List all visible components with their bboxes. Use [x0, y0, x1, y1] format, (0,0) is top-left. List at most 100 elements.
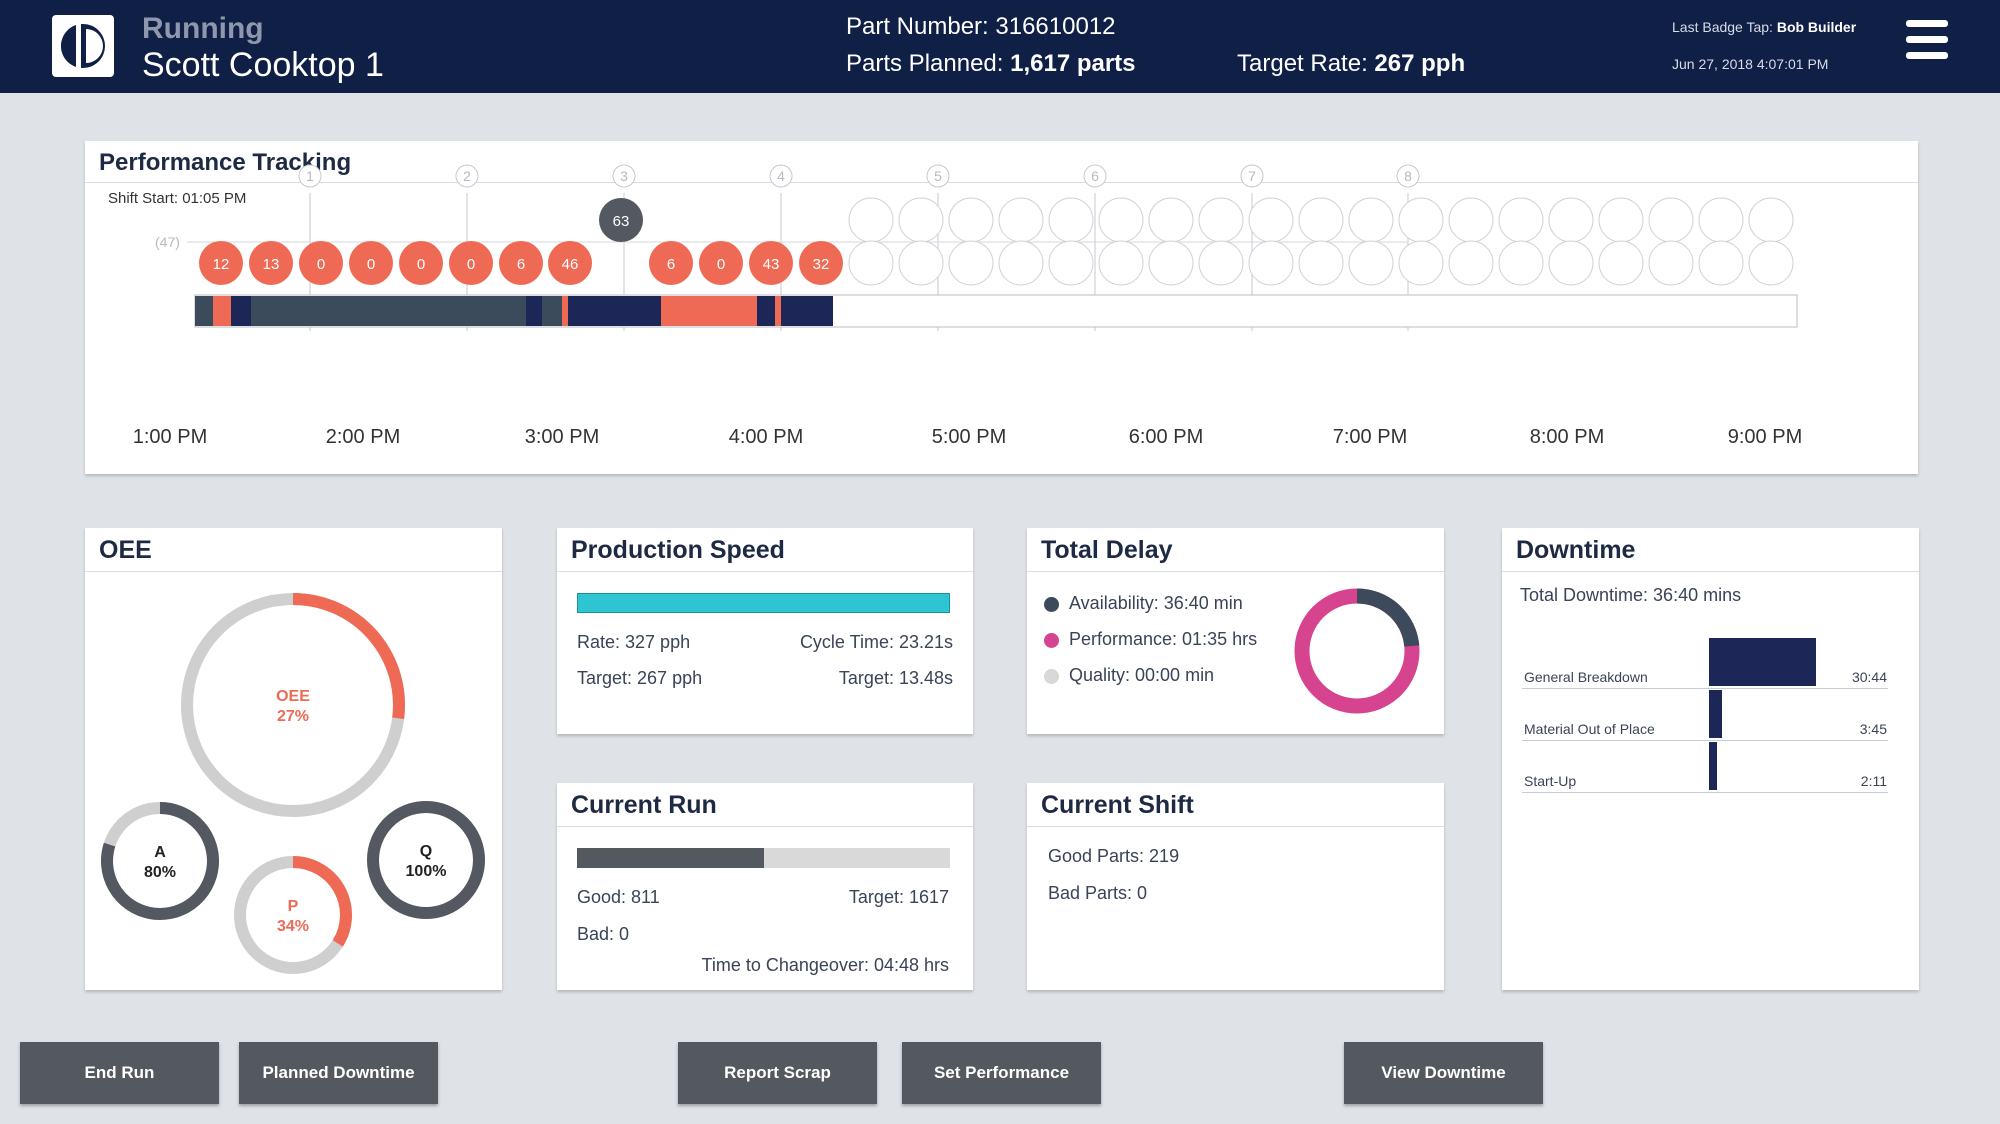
empty-bubble [998, 240, 1044, 286]
time-axis-label: 8:00 PM [1530, 426, 1604, 448]
timeline-segment [661, 296, 757, 326]
downtime-row-label: Start-Up [1524, 773, 1577, 789]
oee-quality-fill [367, 801, 485, 919]
empty-bubble [1748, 240, 1794, 286]
empty-bubble [1148, 197, 1194, 243]
empty-bubble [898, 197, 944, 243]
oee-title: OEE [99, 536, 152, 564]
hour-marker [298, 164, 322, 188]
time-axis-label: 2:00 PM [326, 426, 400, 448]
hourly-count-bubble [399, 241, 443, 285]
downtime-row-value: 30:44 [1851, 669, 1887, 685]
hourly-count-bubble [749, 241, 793, 285]
speed-target-rate: Target: 267 pph [577, 668, 703, 688]
empty-bubble [1298, 240, 1344, 286]
run-progress-fill [577, 848, 764, 868]
hour-marker [926, 164, 950, 188]
current-shift-panel: Current Shift Good Parts: 219 Bad Parts:… [1027, 783, 1444, 990]
empty-bubble [1548, 240, 1594, 286]
hour-marker-label: 5 [934, 168, 942, 184]
empty-bubble [948, 240, 994, 286]
oee-main-value: 27% [277, 708, 309, 725]
target-rate-label: Target Rate: [1237, 50, 1368, 77]
view-downtime-button[interactable]: View Downtime [1344, 1042, 1543, 1104]
empty-bubble [1348, 197, 1394, 243]
total-downtime: Total Downtime: 36:40 mins [1520, 585, 1742, 605]
empty-bubble [1498, 197, 1544, 243]
hourly-count-bubble [449, 241, 493, 285]
empty-bubble [1448, 197, 1494, 243]
oee-quality-value: 100% [406, 863, 447, 880]
total-delay-title: Total Delay [1041, 536, 1173, 564]
hamburger-menu-icon[interactable] [1906, 20, 1948, 72]
run-good: Good: 811 [577, 887, 660, 907]
empty-bubble [1398, 240, 1444, 286]
time-axis-label: 1:00 PM [133, 426, 207, 448]
hourly-count-bubble [699, 241, 743, 285]
set-performance-button[interactable]: Set Performance [902, 1042, 1101, 1104]
shift-bad-parts: Bad Parts: 0 [1048, 883, 1148, 903]
empty-bubble [1398, 197, 1444, 243]
downtime-row-value: 3:45 [1859, 721, 1887, 737]
timeline-segment [757, 296, 775, 326]
timeline-segment [195, 296, 213, 326]
downtime-row-value: 2:11 [1860, 773, 1887, 789]
hourly-count-bubble [649, 241, 693, 285]
oee-main-fill [292, 593, 405, 720]
last-badge-tap: Last Badge Tap: Bob Builder [1672, 19, 1856, 35]
part-number-label: Part Number: [846, 13, 989, 40]
hourly-count-label: 12 [213, 256, 230, 273]
timeline-segment [231, 296, 251, 326]
speed-cycle-time: Cycle Time: 23.21s [799, 632, 953, 652]
shift-start: Shift Start: 01:05 PM [108, 190, 247, 207]
end-run-button[interactable]: End Run [20, 1042, 219, 1104]
empty-bubble [1648, 240, 1694, 286]
oee-performance-value: 34% [277, 918, 309, 935]
delay-quality: Quality: 00:00 min [1069, 665, 1215, 685]
hourly-count-bubble [499, 241, 543, 285]
timeline-segment [775, 296, 781, 326]
empty-bubble [1048, 197, 1094, 243]
oee-quality-label: Q [420, 843, 432, 860]
quality-legend-dot [1044, 669, 1059, 684]
time-axis-label: 7:00 PM [1333, 426, 1407, 448]
hour-marker [769, 164, 793, 188]
hourly-count-bubble [299, 241, 343, 285]
hour-marker-label: 1 [306, 168, 314, 184]
oee-availability-fill [101, 802, 219, 920]
delay-performance: Performance: 01:35 hrs [1069, 629, 1258, 649]
speed-bar-fill [578, 594, 949, 612]
shift-good-parts: Good Parts: 219 [1048, 846, 1180, 866]
empty-bubble [1148, 240, 1194, 286]
hour-marker-label: 7 [1248, 168, 1256, 184]
delay-donut [1294, 588, 1420, 714]
empty-bubble [898, 240, 944, 286]
current-run-title: Current Run [571, 791, 717, 819]
downtime-row-label: General Breakdown [1524, 669, 1648, 685]
speed-bar-track [577, 593, 950, 613]
parts-planned: Parts Planned: 1,617 parts [846, 50, 1136, 78]
hourly-count-label: 0 [717, 256, 725, 273]
empty-bubble [1598, 240, 1644, 286]
planned-downtime-button[interactable]: Planned Downtime [239, 1042, 438, 1104]
hourly-count-label: 0 [417, 256, 425, 273]
delay-availability: Availability: 36:40 min [1069, 593, 1243, 613]
empty-bubble [1448, 240, 1494, 286]
time-axis-label: 9:00 PM [1728, 426, 1802, 448]
report-scrap-button[interactable]: Report Scrap [678, 1042, 877, 1104]
hour-marker-label: 2 [463, 168, 471, 184]
time-axis-label: 4:00 PM [729, 426, 803, 448]
parts-planned-value: 1,617 parts [1010, 50, 1136, 77]
downtime-title: Downtime [1516, 536, 1636, 564]
empty-bubble [1298, 197, 1344, 243]
timeline-segment [526, 296, 542, 326]
empty-bubble [848, 197, 894, 243]
empty-bubble [1248, 240, 1294, 286]
hourly-count-label: 43 [763, 256, 780, 273]
target-line-label: (47) [155, 234, 180, 250]
speed-target-cycle: Target: 13.48s [838, 668, 953, 688]
downtime-bar [1709, 742, 1717, 790]
peak-count-bubble [599, 198, 643, 242]
empty-bubble [1648, 197, 1694, 243]
